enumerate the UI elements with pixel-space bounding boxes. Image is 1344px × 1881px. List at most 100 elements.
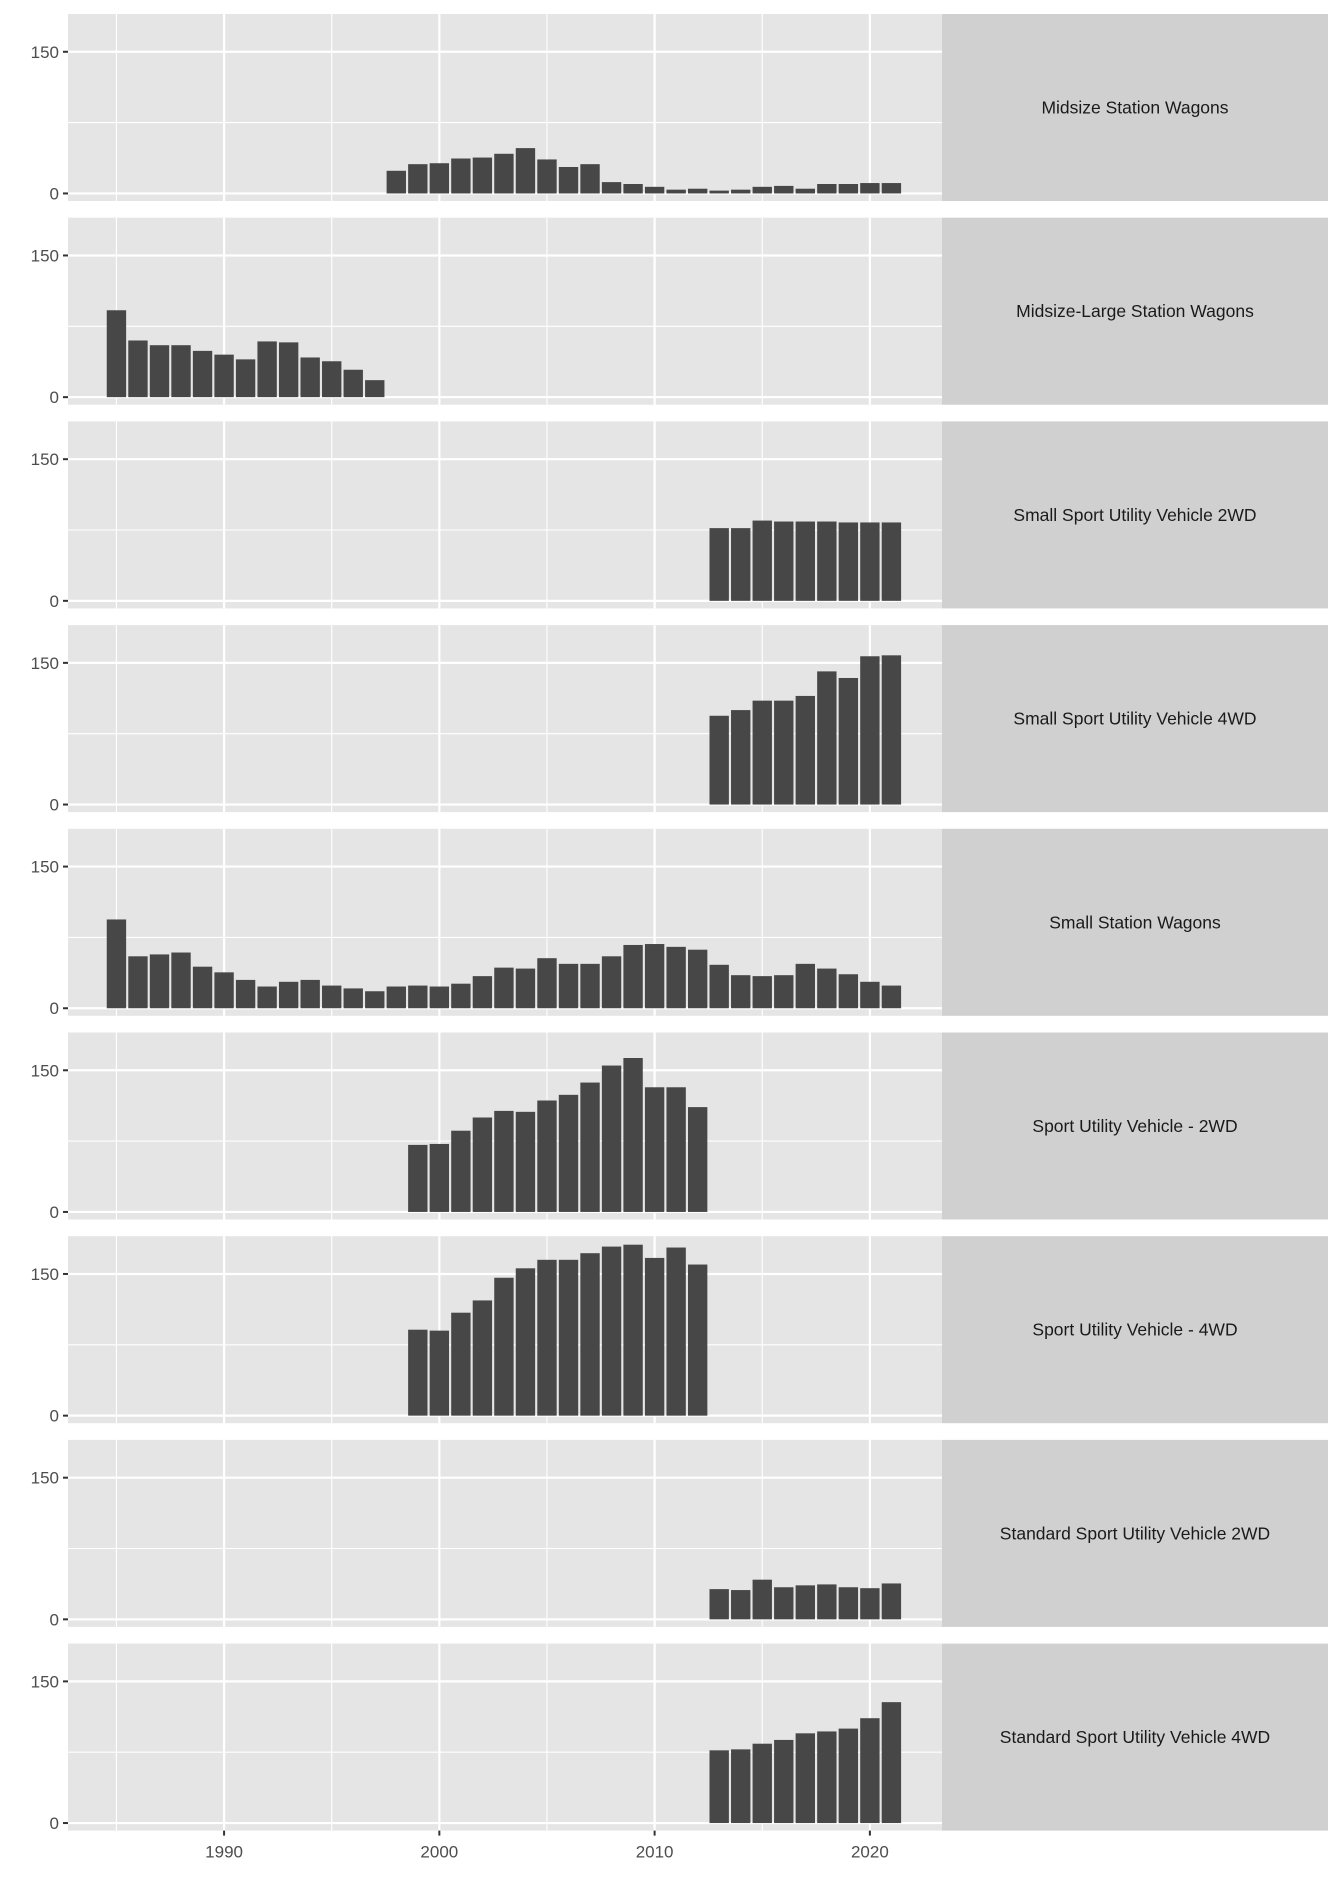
facet-panel: 0 150 Standard Sport Utility Vehicle 2WD [31, 1439, 1328, 1629]
bar [860, 183, 880, 194]
bar [580, 164, 600, 194]
bar [537, 159, 557, 194]
bar [235, 979, 256, 1009]
y-tick-label: 150 [31, 450, 59, 469]
facet-strip [942, 1643, 1328, 1831]
bar [214, 354, 234, 398]
bar [644, 186, 665, 194]
bar [817, 968, 837, 1009]
bar [881, 183, 902, 194]
y-tick-label: 0 [50, 592, 59, 611]
bar [235, 359, 256, 398]
bar [795, 521, 815, 601]
bar [860, 656, 880, 805]
bar [278, 342, 299, 398]
bar [128, 340, 148, 398]
facet-panel: 0 150 Midsize Station Wagons [31, 14, 1328, 203]
bar [257, 341, 277, 398]
bar [558, 1259, 579, 1416]
x-tick-label: 2010 [636, 1843, 674, 1862]
bar [752, 186, 772, 194]
bar [472, 1300, 493, 1416]
bar [537, 1259, 557, 1416]
bar [817, 671, 837, 805]
facet-panel: 0 150 Small Sport Utility Vehicle 2WD [31, 421, 1328, 611]
bar [278, 981, 299, 1009]
x-tick-label: 1990 [205, 1843, 243, 1862]
bar [106, 919, 127, 1009]
bar [580, 1082, 600, 1212]
y-tick-label: 0 [50, 388, 59, 407]
bar [709, 190, 729, 194]
facet-strip-label: Sport Utility Vehicle - 4WD [1032, 1320, 1237, 1340]
facet-strip-label: Standard Sport Utility Vehicle 2WD [1000, 1523, 1270, 1543]
bar [731, 1590, 751, 1620]
y-tick-label: 150 [31, 1061, 59, 1080]
y-tick-label: 0 [50, 1407, 59, 1426]
facet-strip [942, 1236, 1328, 1424]
bar [774, 1739, 794, 1824]
bar [192, 350, 213, 398]
bar [472, 976, 493, 1009]
bar [774, 185, 794, 194]
bar [838, 1587, 859, 1620]
bar [623, 184, 643, 194]
bar [429, 1330, 450, 1416]
y-tick-label: 0 [50, 184, 59, 203]
y-tick-label: 150 [31, 246, 59, 265]
bar [644, 1087, 665, 1212]
bar [774, 975, 794, 1009]
bar [817, 1584, 837, 1620]
x-tick-label: 2000 [420, 1843, 458, 1862]
facet-strip-label: Small Station Wagons [1049, 912, 1221, 932]
facet-strip [942, 14, 1328, 201]
bar [709, 715, 729, 805]
bar [860, 522, 880, 601]
bar [149, 954, 170, 1009]
bar [322, 985, 342, 1009]
bar [429, 163, 450, 194]
bar [343, 369, 363, 398]
y-tick-label: 0 [50, 1814, 59, 1833]
bar [752, 700, 772, 805]
y-tick-label: 0 [50, 1610, 59, 1629]
bar [558, 167, 579, 194]
bar [537, 958, 557, 1009]
facet-strip [942, 1439, 1328, 1627]
bar [408, 1144, 428, 1212]
bar [128, 956, 148, 1009]
bar [666, 1247, 686, 1416]
bar [515, 1111, 536, 1212]
bar [623, 1244, 643, 1416]
facet-panel: 0 150 Sport Utility Vehicle - 2WD [31, 1032, 1328, 1222]
y-tick-label: 150 [31, 1469, 59, 1488]
bar [881, 1583, 902, 1620]
bar [601, 956, 622, 1009]
bar [408, 1329, 428, 1416]
bar [601, 1246, 622, 1416]
bar [472, 157, 493, 194]
bar [214, 972, 234, 1009]
bar [106, 310, 127, 398]
bar [494, 967, 514, 1009]
bar [580, 963, 600, 1009]
bar [666, 946, 686, 1009]
bar [451, 158, 471, 194]
bar [386, 170, 406, 194]
y-tick-label: 150 [31, 858, 59, 877]
bar [881, 655, 902, 805]
bar [365, 991, 385, 1009]
bar [322, 361, 342, 398]
facet-strip [942, 421, 1328, 609]
bar [515, 968, 536, 1009]
bar [451, 1130, 471, 1212]
bar [623, 944, 643, 1009]
bar [472, 1117, 493, 1212]
bar [795, 963, 815, 1009]
bar [429, 986, 450, 1009]
bar [386, 986, 406, 1009]
bar [817, 184, 837, 194]
bar [149, 345, 170, 398]
facet-strip [942, 625, 1328, 813]
